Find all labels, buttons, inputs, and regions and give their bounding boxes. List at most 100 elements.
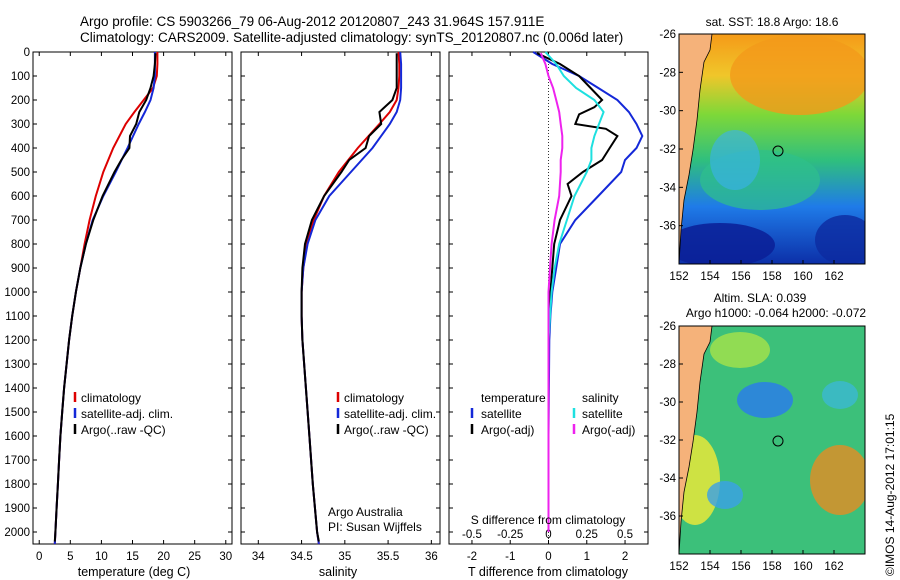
depth-tick-label: 2000 (4, 527, 30, 539)
salinity-axis-ticks: 34 34.5 35 35.5 36 (241, 51, 440, 563)
legend-label-temperature-satellite: satellite (481, 407, 522, 421)
credit-line-1: Argo Australia (328, 505, 403, 519)
x-tick-label: 36 (425, 551, 438, 563)
lat-tick-label: -32 (659, 144, 676, 156)
sla-field (679, 326, 865, 554)
salinity-argo-adj-profile-line (539, 52, 564, 532)
x-tick-label: 0 (36, 551, 42, 563)
depth-tick-label: 200 (11, 95, 30, 107)
lat-tick-label: -34 (659, 473, 676, 485)
lon-tick-label: 160 (793, 561, 812, 573)
s-difference-label: S difference from climatology (471, 513, 626, 527)
sla-high-patch-2 (810, 445, 865, 515)
land-australia (679, 326, 713, 554)
argo-raw-qc-profile-line (300, 53, 398, 542)
s-tick-label: -0.5 (462, 529, 482, 541)
lon-tick-label: 152 (669, 271, 688, 283)
title-line-2: Climatology: CARS2009. Satellite-adjuste… (80, 30, 623, 45)
depth-tick-label: 1000 (4, 287, 30, 299)
lon-tick-label: 158 (762, 271, 781, 283)
x-tick-label: 34 (252, 551, 265, 563)
x-tick-label: 20 (157, 551, 170, 563)
lon-tick-label: 162 (824, 271, 843, 283)
legend-label-salinity-argo: Argo(-adj) (582, 423, 635, 437)
depth-tick-label: 800 (11, 239, 30, 251)
x-tick-label: -2 (467, 551, 477, 563)
sst-map-title: sat. SST: 18.8 Argo: 18.6 (706, 15, 839, 29)
depth-tick-label: 100 (11, 71, 30, 83)
sla-map-ticks: 152 154 156 158 160 162 -26 -28 -30 -32 -34 -36 (659, 321, 843, 573)
temperature-panel: 0100200300400500600700800900100011001200… (4, 47, 233, 579)
sst-map-ticks: 152 154 156 158 160 162 -26 -28 -30 -32 -34 -36 (659, 29, 843, 283)
legend-label-argo: Argo(..raw -QC) (81, 423, 166, 437)
lon-tick-label: 160 (793, 271, 812, 283)
lat-tick-label: -34 (659, 182, 676, 194)
depth-tick-label: 700 (11, 215, 30, 227)
depth-tick-label: 1900 (4, 503, 30, 515)
sla-map-title: Altim. SLA: 0.039 (714, 291, 807, 305)
temperature-axes-frame (32, 51, 233, 545)
depth-tick-label: 1500 (4, 407, 30, 419)
s-tick-label: 0.25 (576, 529, 598, 541)
x-tick-label: 1 (584, 551, 590, 563)
salinity-panel: 34 34.5 35 35.5 36 climatology satellite-adj… (240, 51, 441, 579)
x-tick-label: -1 (505, 551, 515, 563)
lat-tick-label: -36 (659, 221, 676, 233)
credit-line-2: PI: Susan Wijffels (328, 520, 422, 534)
difference-panel: -2 -1 0 1 2 -0.5 -0.25 0 0.25 0.5 temperature sat… (448, 51, 649, 579)
legend-label-argo: Argo(..raw -QC) (344, 423, 429, 437)
lon-tick-label: 152 (669, 561, 688, 573)
depth-tick-label: 0 (24, 47, 30, 59)
x-tick-label: 34.5 (290, 551, 312, 563)
lat-tick-label: -28 (659, 67, 676, 79)
x-tick-label: 35.5 (377, 551, 399, 563)
legend-title-temperature: temperature (481, 391, 546, 405)
t-difference-xlabel: T difference from climatology (468, 565, 629, 579)
depth-tick-label: 500 (11, 167, 30, 179)
depth-tick-label: 1100 (5, 311, 30, 323)
legend-label-climatology: climatology (81, 391, 141, 405)
depth-tick-label: 1400 (4, 383, 30, 395)
legend-label-satellite: satellite-adj. clim. (81, 407, 173, 421)
temperature-profiles (53, 52, 159, 545)
legend-label-climatology: climatology (344, 391, 404, 405)
sst-cold-patch (679, 223, 775, 264)
depth-tick-label: 1800 (4, 479, 30, 491)
depth-tick-label: 1200 (4, 335, 30, 347)
lon-tick-label: 156 (731, 561, 750, 573)
lat-tick-label: -36 (659, 511, 676, 523)
depth-tick-label: 400 (11, 143, 30, 155)
sst-cyan-patch (710, 130, 760, 190)
lon-tick-label: 158 (762, 561, 781, 573)
lon-tick-label: 156 (731, 271, 750, 283)
legend-label-temperature-argo: Argo(-adj) (481, 423, 534, 437)
land-australia (679, 34, 713, 264)
sla-low-patch-3 (822, 381, 858, 409)
salinity-axes-frame (240, 51, 441, 545)
difference-legend: temperature satellite Argo(-adj) salinit… (470, 391, 635, 437)
argo-float-marker (772, 145, 784, 157)
depth-tick-label: 1700 (4, 455, 30, 467)
salinity-xlabel: salinity (319, 565, 358, 579)
salinity-legend: climatology satellite-adj. clim. Argo(..… (336, 391, 436, 437)
lat-tick-label: -28 (659, 359, 676, 371)
lat-tick-label: -30 (659, 106, 676, 118)
x-tick-label: 2 (622, 551, 628, 563)
argo-float-marker (772, 435, 784, 447)
x-tick-label: 35 (338, 551, 351, 563)
lat-tick-label: -26 (659, 29, 676, 41)
depth-tick-label: 1600 (4, 431, 30, 443)
x-tick-label: 25 (188, 551, 201, 563)
temperature-axis-ticks: 0100200300400500600700800900100011001200… (4, 47, 232, 563)
x-tick-label: 0 (545, 551, 551, 563)
argo-raw-qc-profile-line (53, 53, 157, 542)
lat-tick-label: -32 (659, 435, 676, 447)
lon-tick-label: 154 (700, 561, 720, 573)
legend-title-salinity: salinity (582, 391, 619, 405)
sst-warm-patch (730, 35, 865, 115)
x-tick-label: 10 (95, 551, 108, 563)
difference-profiles (532, 51, 644, 532)
sla-low-patch (737, 382, 793, 418)
title-line-1: Argo profile: CS 5903266_79 06-Aug-2012 … (80, 14, 544, 29)
